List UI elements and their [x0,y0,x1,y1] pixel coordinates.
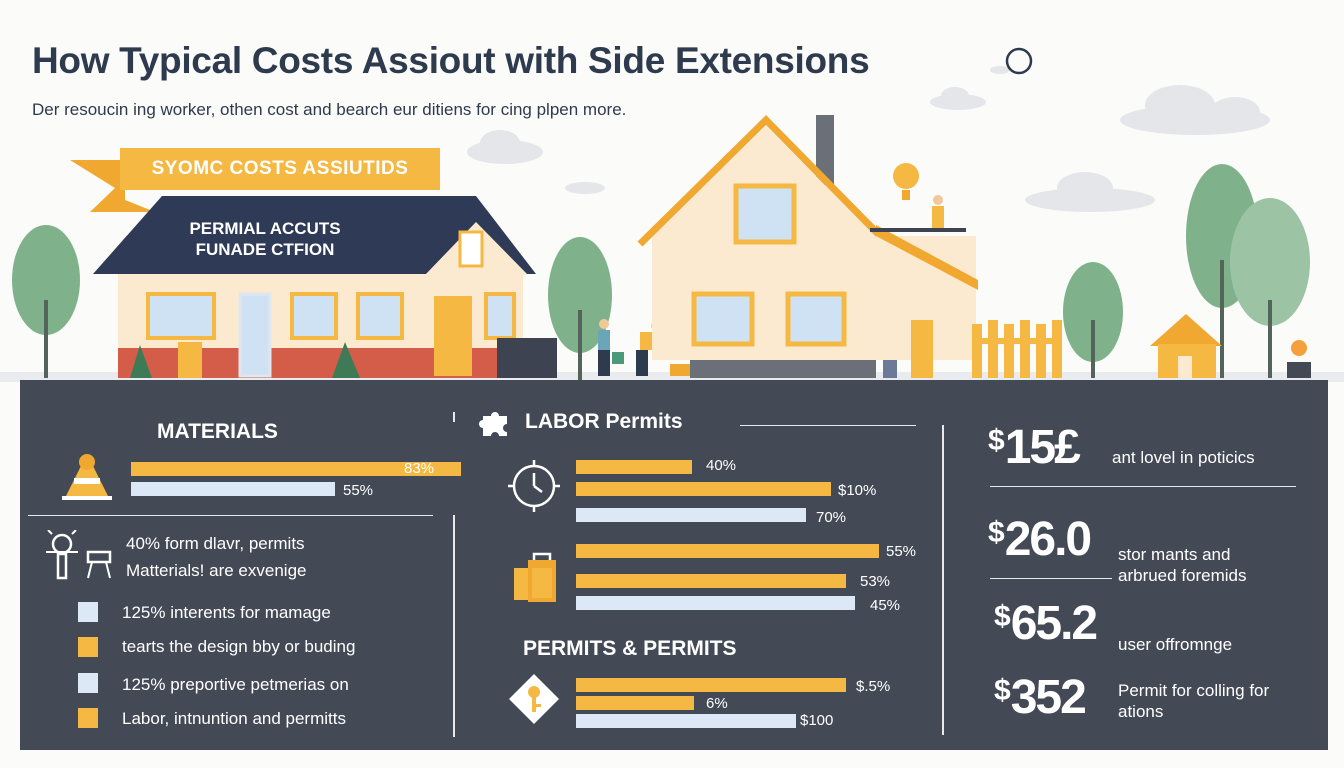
materials-heading: MATERIALS [157,420,278,443]
materials-note-1: 40% form dlavr, permits [126,534,305,553]
stat-2-value: $26.0 [988,513,1092,566]
tree-middle [548,237,612,380]
stat-4-number: 352 [1010,671,1087,724]
stat-4-text: Permit for colling for ations [1118,681,1270,721]
costs-banner: SYOMC COSTS ASSIUTIDS [120,148,440,190]
stat-3-value: $65.2 [994,597,1098,650]
page-subtitle: Der resoucin ing worker, othen cost and … [32,100,627,119]
divider [28,515,433,516]
labor-bar-3 [576,508,806,522]
puzzle-icon [479,412,507,436]
labor-bar-5 [576,574,846,588]
labor-bar-3-label: 70% [816,509,847,526]
materials-bar-2-label: 55% [343,482,374,499]
labor-bar-1 [576,460,692,474]
key-tag-icon [509,674,559,724]
left-house [93,196,557,378]
labor-bar-2-label: $10% [838,482,877,499]
labor-heading-rule [740,425,916,426]
permits-heading: PERMITS & PERMITS [523,637,737,660]
stat-divider-1 [990,486,1296,487]
worker-tools-icon [46,530,112,580]
stat-1-text: ant lovel in poticics [1112,448,1255,467]
stat-4-value: $352 [994,671,1087,724]
labor-bar-5-label: 53% [860,573,891,590]
roof-line-1: PERMIAL ACCUTS [189,219,341,238]
shopping-bags-icon [514,552,556,602]
ribbon-tail [70,160,155,212]
labor-bar-6 [576,596,855,610]
stat-2-number: 26.0 [1004,513,1092,566]
labor-heading: LABOR Permits [525,410,683,433]
labor-bar-2 [576,482,831,496]
tree-right-tall [1186,164,1310,378]
divider-right [942,425,944,735]
legend-item-1: 125% interents for mamage [122,603,331,622]
materials-note-2: Matterials! are exvenige [126,561,307,580]
shed [1150,314,1222,378]
labor-bar-1-label: 40% [706,457,737,474]
stat-1-value: $15£ [988,421,1081,474]
divider-tick [453,412,455,422]
clouds [467,66,1270,212]
big-house [637,115,978,378]
labor-bar-4 [576,544,879,558]
legend-swatch-2 [78,637,98,657]
stat-3-text: user offromnge [1118,635,1233,654]
cone-icon [62,454,112,500]
materials-bar-1 [131,462,461,476]
divider-left [453,515,455,737]
stat-3-number: 65.2 [1010,597,1098,650]
materials-bar-2 [131,482,335,496]
legend-swatch-3 [78,673,98,693]
labor-bar-6-label: 45% [870,597,901,614]
permits-bar-1 [576,678,846,692]
roof-line-2: FUNADE CTFION [195,240,335,259]
materials-bar-1-label: 83% [404,460,435,477]
fence [972,320,1062,378]
potted-plant [1287,340,1311,378]
permits-bar-3 [576,714,796,728]
clock-icon [508,460,560,512]
house-illustration [0,47,1344,382]
legend-swatch-1 [78,602,98,622]
legend-item-2: tearts the design bby or buding [122,637,356,656]
permits-bar-2-label: 6% [706,695,728,712]
permits-bar-1-label: $.5% [856,678,891,695]
sun-icon [1005,47,1033,75]
stat-2-text: stor mants and arbrued foremids [1118,545,1247,585]
tree-right-small [1063,262,1123,378]
roof-caption: PERMIAL ACCUTS FUNADE CTFION [150,218,380,260]
legend-item-4: Labor, intnuntion and permitts [122,709,346,728]
labor-bar-4-label: 55% [886,543,917,560]
legend-swatch-4 [78,708,98,728]
tree-left [12,225,80,378]
stat-1-number: 15£ [1004,421,1081,474]
page-title: How Typical Costs Assiout with Side Exte… [32,40,870,81]
permits-bar-2 [576,696,694,710]
legend-item-3: 125% preportive petmerias on [122,675,349,694]
stat-divider-2 [990,578,1112,579]
permits-bar-3-label: $100 [800,712,834,729]
